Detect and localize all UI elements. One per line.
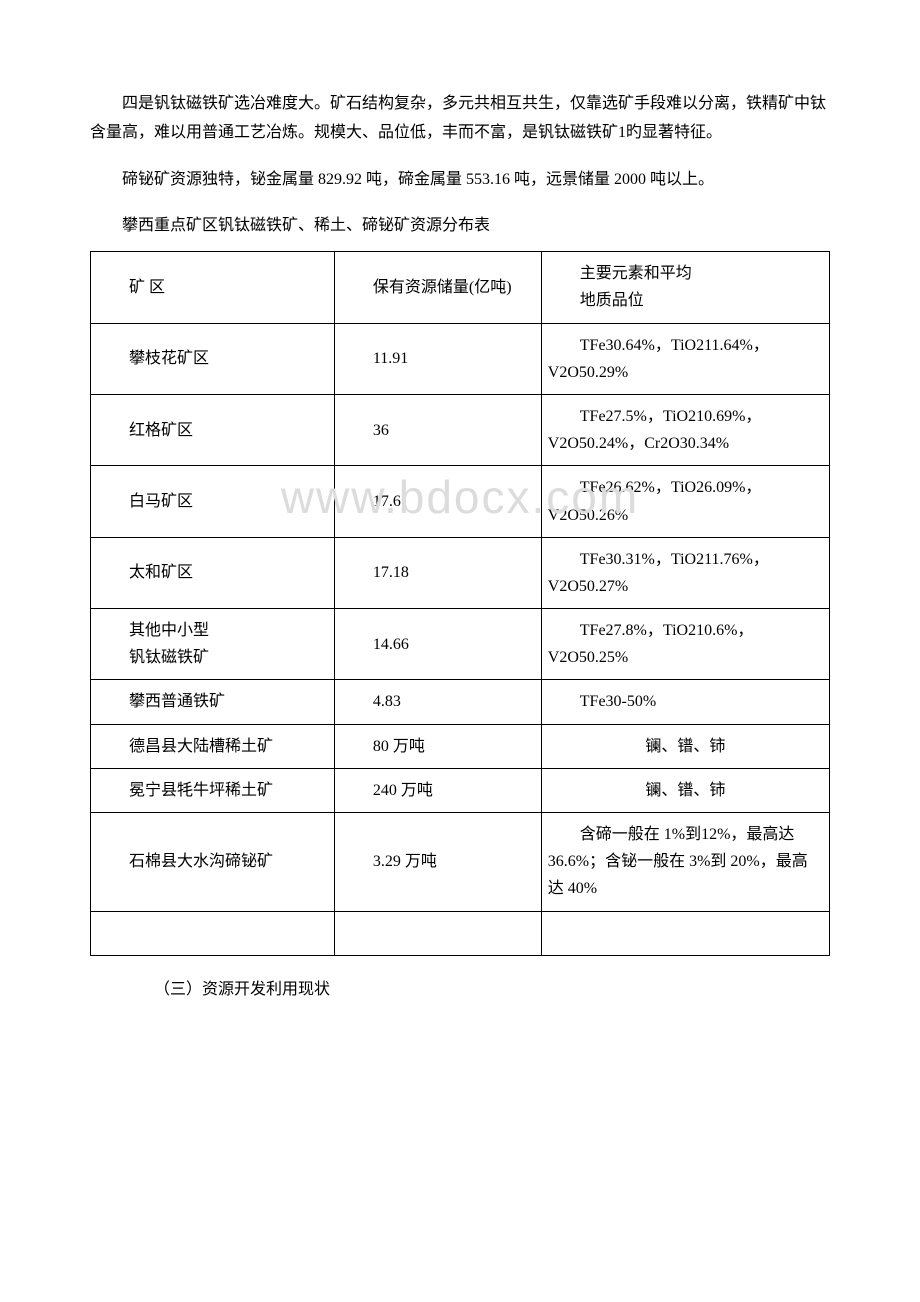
cell-reserve: 11.91 [334, 323, 541, 394]
cell-reserve: 14.66 [334, 609, 541, 680]
table-row: 石棉县大水沟碲铋矿 3.29 万吨 含碲一般在 1%到12%，最高达 36.6%… [91, 813, 830, 912]
cell-elements: 镧、镨、铈 [541, 724, 829, 768]
cell-empty [91, 911, 335, 955]
table-row: 红格矿区 36 TFe27.5%，TiO210.69%，V2O50.24%，Cr… [91, 394, 830, 465]
cell-area: 冕宁县牦牛坪稀土矿 [91, 768, 335, 812]
cell-area-line2: 钒钛磁铁矿 [97, 644, 328, 671]
cell-reserve: 17.6 [334, 466, 541, 537]
cell-reserve: 80 万吨 [334, 724, 541, 768]
cell-elements: TFe26.62%，TiO26.09%，V2O50.26% [541, 466, 829, 537]
cell-area: 红格矿区 [91, 394, 335, 465]
cell-elements: TFe30-50% [541, 680, 829, 724]
cell-area: 攀枝花矿区 [91, 323, 335, 394]
table-row-empty [91, 911, 830, 955]
paragraph-1: 四是钒钛磁铁矿选冶难度大。矿石结构复杂，多元共相互共生，仅靠选矿手段难以分离，铁… [90, 90, 830, 148]
cell-reserve: 4.83 [334, 680, 541, 724]
table-row: 攀枝花矿区 11.91 TFe30.64%，TiO211.64%，V2O50.2… [91, 323, 830, 394]
cell-elements: TFe30.31%，TiO211.76%，V2O50.27% [541, 537, 829, 608]
cell-area: 德昌县大陆槽稀土矿 [91, 724, 335, 768]
cell-reserve: 240 万吨 [334, 768, 541, 812]
resource-table: 矿 区 保有资源储量(亿吨) 主要元素和平均 地质品位 攀枝花矿区 11.91 … [90, 251, 830, 956]
cell-reserve: 36 [334, 394, 541, 465]
header-col-3-line1: 主要元素和平均 [548, 260, 823, 287]
table-title: 攀西重点矿区钒钛磁铁矿、稀土、碲铋矿资源分布表 [90, 212, 830, 241]
table-header-row: 矿 区 保有资源储量(亿吨) 主要元素和平均 地质品位 [91, 252, 830, 323]
cell-elements: 含碲一般在 1%到12%，最高达 36.6%；含铋一般在 3%到 20%，最高达… [541, 813, 829, 912]
header-col-1: 矿 区 [91, 252, 335, 323]
cell-elements: 镧、镨、铈 [541, 768, 829, 812]
cell-reserve: 17.18 [334, 537, 541, 608]
cell-elements: TFe30.64%，TiO211.64%，V2O50.29% [541, 323, 829, 394]
cell-elements: TFe27.8%，TiO210.6%，V2O50.25% [541, 609, 829, 680]
header-col-3: 主要元素和平均 地质品位 [541, 252, 829, 323]
cell-empty [541, 911, 829, 955]
table-row: 攀西普通铁矿 4.83 TFe30-50% [91, 680, 830, 724]
cell-area: 太和矿区 [91, 537, 335, 608]
paragraph-2: 碲铋矿资源独特，铋金属量 829.92 吨，碲金属量 553.16 吨，远景储量… [90, 166, 830, 195]
cell-elements: TFe27.5%，TiO210.69%，V2O50.24%，Cr2O30.34% [541, 394, 829, 465]
table-row: 其他中小型 钒钛磁铁矿 14.66 TFe27.8%，TiO210.6%，V2O… [91, 609, 830, 680]
table-row: 冕宁县牦牛坪稀土矿 240 万吨 镧、镨、铈 [91, 768, 830, 812]
table-row: 德昌县大陆槽稀土矿 80 万吨 镧、镨、铈 [91, 724, 830, 768]
cell-area: 石棉县大水沟碲铋矿 [91, 813, 335, 912]
section-heading: （三）资源开发利用现状 [90, 976, 830, 1005]
cell-empty [334, 911, 541, 955]
cell-area: 白马矿区 [91, 466, 335, 537]
header-col-2: 保有资源储量(亿吨) [334, 252, 541, 323]
cell-area: 其他中小型 钒钛磁铁矿 [91, 609, 335, 680]
table-row: 太和矿区 17.18 TFe30.31%，TiO211.76%，V2O50.27… [91, 537, 830, 608]
cell-area-line1: 其他中小型 [97, 617, 328, 644]
table-row: 白马矿区 17.6 TFe26.62%，TiO26.09%，V2O50.26% [91, 466, 830, 537]
cell-area: 攀西普通铁矿 [91, 680, 335, 724]
header-col-3-line2: 地质品位 [548, 287, 823, 314]
cell-reserve: 3.29 万吨 [334, 813, 541, 912]
